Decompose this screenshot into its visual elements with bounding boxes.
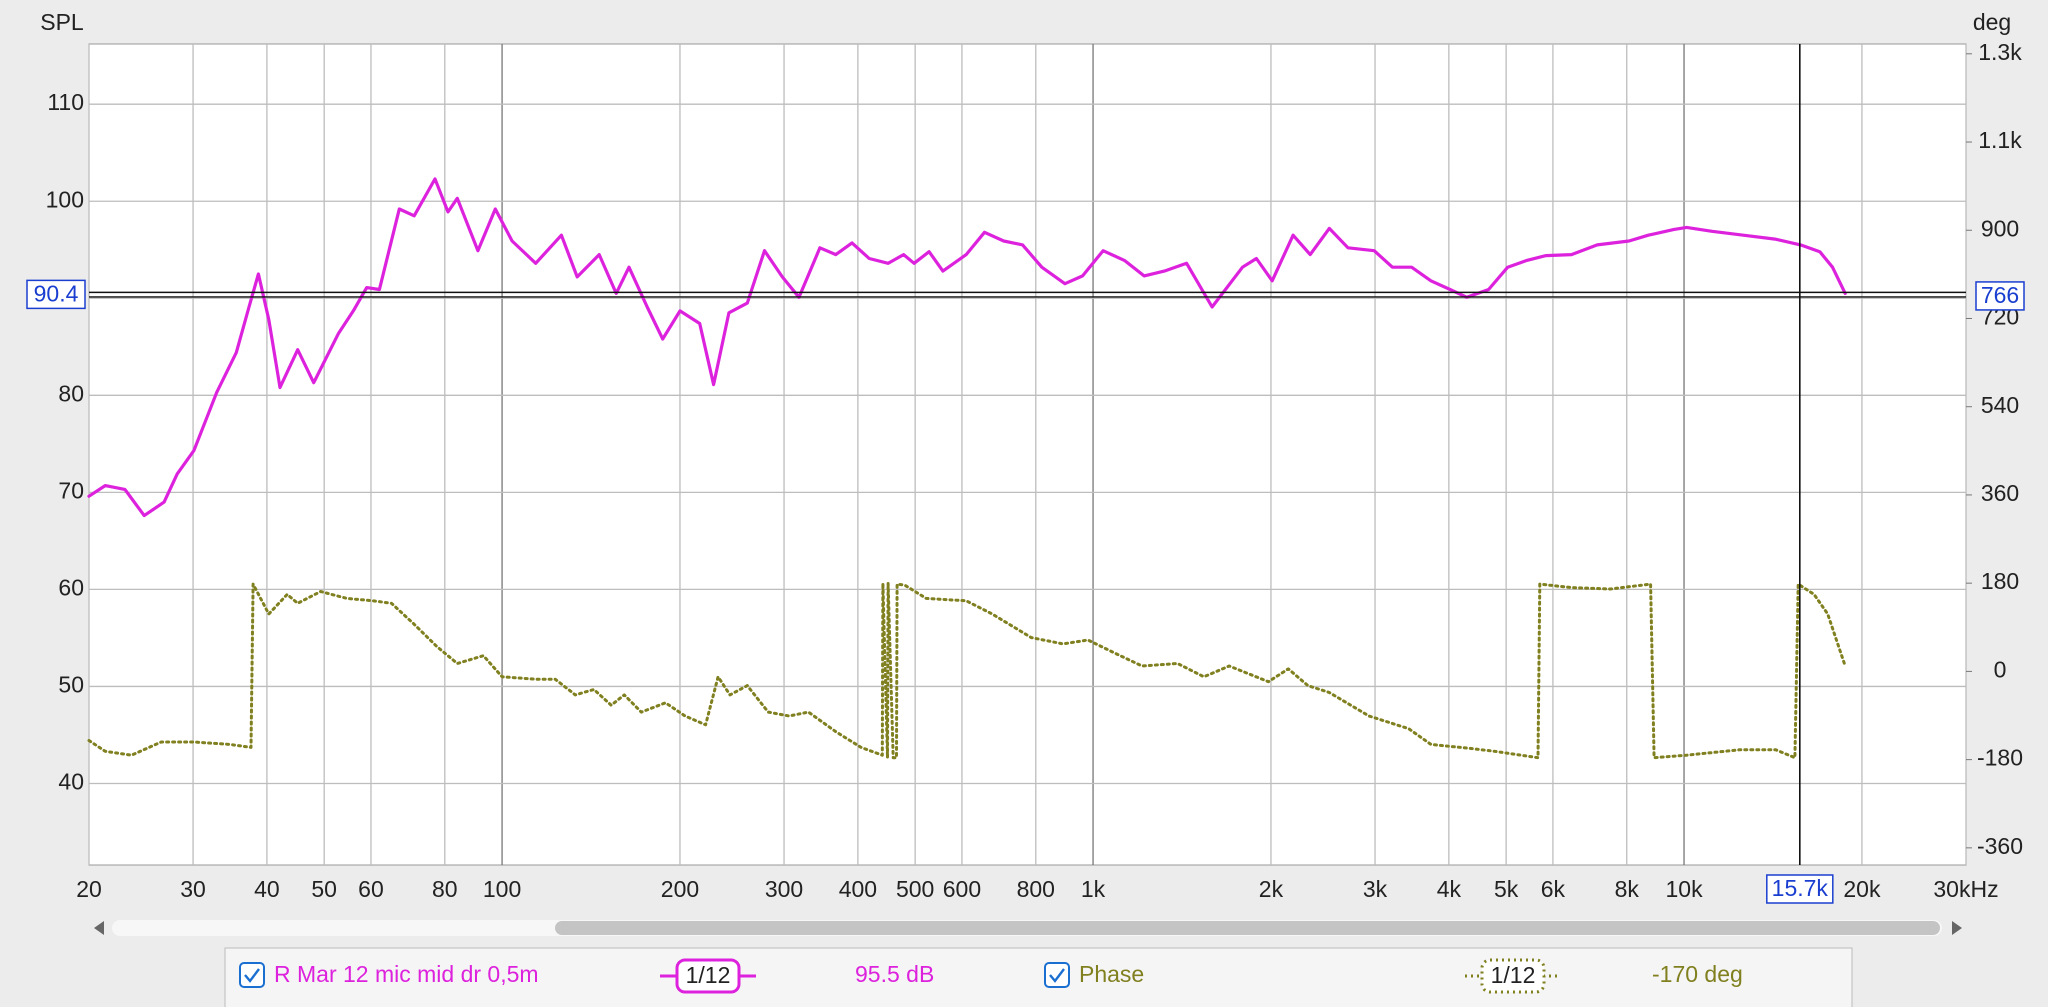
- smoothing-button[interactable]: [1480, 958, 1546, 994]
- x-tick-label: 5k: [1494, 876, 1519, 902]
- y2-tick-label: -360: [1977, 833, 2023, 859]
- legend-box: [224, 947, 1853, 1007]
- spl-line: [87, 177, 1847, 518]
- y2-tick-label: 1.1k: [1978, 127, 2022, 153]
- x-tick-label: 600: [943, 876, 981, 902]
- x-tick-label: 50: [311, 876, 337, 902]
- x-tick-label: 20k: [1843, 876, 1881, 902]
- checkbox[interactable]: [1044, 962, 1070, 988]
- phase-line: [87, 581, 1847, 760]
- y2-axis-title: deg: [1973, 9, 2011, 35]
- cursor-y-label: 90.4: [34, 280, 79, 306]
- x-tick-label: 100: [483, 876, 521, 902]
- x-tick-label: 200: [661, 876, 699, 902]
- x-tick-label: 300: [765, 876, 803, 902]
- x-tick-label: 4k: [1437, 876, 1462, 902]
- x-tick-label: 6k: [1541, 876, 1566, 902]
- cursor-y-label-box: [26, 279, 86, 310]
- checkmark: [1049, 968, 1065, 983]
- x-tick-label: 2k: [1259, 876, 1284, 902]
- x-tick-label: 60: [358, 876, 384, 902]
- x-tick-label: 40: [254, 876, 280, 902]
- x-tick-label: 500: [896, 876, 934, 902]
- x-tick-label: 10k: [1665, 876, 1703, 902]
- legend-label: Phase: [1079, 961, 1144, 987]
- legend-label: R Mar 12 mic mid dr 0,5m: [274, 961, 539, 987]
- scroll-thumb[interactable]: [555, 921, 1940, 935]
- smoothing-button[interactable]: [675, 958, 741, 994]
- x-tick-label: 3k: [1363, 876, 1388, 902]
- y-tick-label: 110: [47, 89, 84, 115]
- y-tick-label: 80: [58, 380, 84, 406]
- y2-tick-label: 0: [1994, 656, 2007, 682]
- y-tick-label: 60: [58, 574, 84, 600]
- y2-tick-label: 360: [1981, 480, 2019, 506]
- y-tick-label: 70: [58, 477, 84, 503]
- y2-tick-label: 1.3k: [1978, 39, 2022, 65]
- scroll-left[interactable]: [94, 921, 104, 935]
- x-tick-label: 800: [1017, 876, 1055, 902]
- y-axis-title: SPL: [40, 9, 84, 35]
- legend: R Mar 12 mic mid dr 0,5m 1/12 95.5 dB Phase…: [239, 958, 1743, 994]
- y2-tick-label: 180: [1981, 568, 2019, 594]
- smoothing-label: 1/12: [686, 962, 731, 988]
- y-tick-label: 50: [58, 672, 84, 698]
- smoothing-label: 1/12: [1491, 962, 1536, 988]
- y-tick-label: 40: [58, 769, 84, 795]
- x-tick-label: 8k: [1615, 876, 1640, 902]
- x-tick-label: 400: [839, 876, 877, 902]
- y2-tick-label: -180: [1977, 745, 2023, 771]
- checkmark: [244, 968, 260, 983]
- y-tick-label: 100: [46, 186, 84, 212]
- cursor-x-label-box: [1766, 874, 1834, 904]
- cursor-x-label: 15.7k: [1772, 875, 1829, 901]
- x-tick-label: 1k: [1081, 876, 1106, 902]
- y2-tick-label: 900: [1981, 215, 2019, 241]
- readout: -170 deg: [1652, 961, 1743, 987]
- cursor-y2-label-box: [1975, 281, 2025, 311]
- x-tick-label: 30: [180, 876, 206, 902]
- y2-tick-label: 540: [1981, 392, 2019, 418]
- scroll-right[interactable]: [1952, 921, 1962, 935]
- cursor-y2-label: 766: [1981, 282, 2019, 308]
- x-tick-label: 20: [76, 876, 102, 902]
- x-tick-label: 30kHz: [1933, 876, 1998, 902]
- checkbox[interactable]: [239, 962, 265, 988]
- x-tick-label: 80: [432, 876, 458, 902]
- readout: 95.5 dB: [855, 961, 934, 987]
- grid: [88, 44, 1967, 865]
